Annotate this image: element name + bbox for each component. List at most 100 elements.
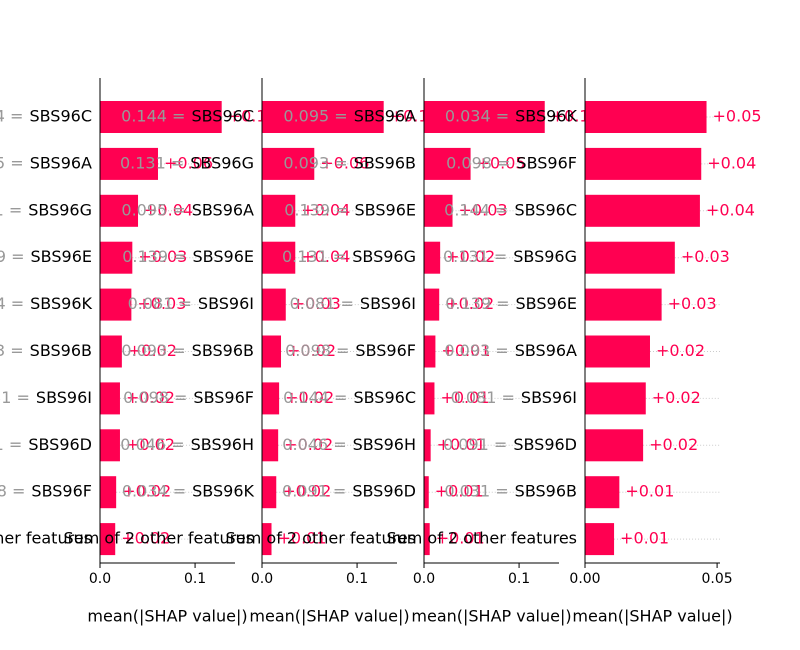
bar [262, 288, 286, 321]
y-tick-label: SBS96K [192, 482, 254, 501]
value-label: +0.02 [122, 482, 171, 501]
feature-value-label: 0.139 = [445, 294, 509, 313]
feature-value-label: 0.046 = [282, 435, 346, 454]
value-label: +0.01 [436, 529, 485, 548]
feature-value-label: 0.034 = [445, 107, 509, 126]
x-axis-label: mean(|SHAP value|) [411, 607, 571, 626]
feature-value-label: 0.095 = [283, 107, 347, 126]
feature-value-label: 0.081 = [290, 294, 354, 313]
bar [424, 335, 436, 368]
bar [262, 147, 315, 180]
value-label: +0.01 [620, 529, 669, 548]
y-tick-label: SBS96A [515, 341, 577, 360]
value-label: +0.02 [656, 341, 705, 360]
bar [100, 147, 158, 180]
y-tick-label: SBS96E [355, 200, 416, 219]
x-tick-label: 0.1 [346, 571, 368, 587]
x-tick-label: 0.0 [413, 571, 435, 587]
y-tick-label: SBS96F [193, 388, 254, 407]
bar [262, 382, 280, 415]
value-label: +0.02 [282, 482, 331, 501]
feature-value-label: 0.093 = [121, 341, 185, 360]
bar [100, 241, 133, 274]
value-label: +0.02 [126, 435, 175, 454]
bar [424, 147, 471, 180]
value-label: +0.01 [437, 435, 486, 454]
feature-value-label: 0.098 = [446, 153, 510, 172]
feature-value-label: 0.093 = [283, 153, 347, 172]
feature-value-label: 0.098 = [285, 341, 349, 360]
y-tick-label: SBS96D [513, 435, 577, 454]
y-tick-label: SBS96E [193, 247, 254, 266]
x-tick-label: 0.1 [184, 571, 206, 587]
feature-value-label: 0.139 = [284, 200, 348, 219]
value-label: +0.03 [137, 294, 186, 313]
x-axis-label: mean(|SHAP value|) [87, 607, 247, 626]
feature-value-label: 0.098 = [0, 482, 25, 501]
bar [262, 194, 296, 227]
y-tick-label: SBS96C [514, 200, 577, 219]
y-tick-label: SBS96G [190, 153, 254, 172]
feature-value-label: 0.091 = [443, 435, 507, 454]
y-tick-label: SBS96B [30, 341, 92, 360]
x-tick-label: 0.05 [702, 571, 733, 587]
bar [424, 382, 435, 415]
bar [262, 523, 272, 556]
feature-value-label: 0.139 = [0, 247, 25, 266]
value-label: +0.01 [440, 388, 489, 407]
bar [262, 335, 282, 368]
bar [585, 476, 620, 509]
y-tick-label: SBS96H [353, 435, 416, 454]
y-tick-label: SBS96K [30, 294, 92, 313]
feature-value-label: 0.095 = [0, 153, 24, 172]
y-tick-label: SBS96D [28, 435, 92, 454]
y-tick-label: SBS96C [191, 107, 254, 126]
bar [424, 429, 431, 462]
feature-value-label: 0.131 = [0, 200, 22, 219]
feature-value-label: 0.144 = [283, 388, 347, 407]
value-label: +0.02 [445, 294, 494, 313]
bar [585, 382, 646, 415]
bar [585, 523, 615, 556]
value-label: +0.06 [320, 153, 369, 172]
feature-value-label: 0.031 = [444, 482, 508, 501]
feature-value-label: 0.131 = [443, 247, 507, 266]
x-tick-label: 0.0 [89, 571, 111, 587]
feature-value-label: 0.034 = [0, 294, 24, 313]
value-label: +0.02 [285, 388, 334, 407]
feature-value-label: 0.093 = [444, 341, 508, 360]
y-tick-label: SBS96C [29, 107, 92, 126]
value-label: +0.02 [652, 388, 701, 407]
bar [585, 101, 707, 133]
bar [585, 194, 700, 227]
feature-value-label: 0.091 = [0, 435, 22, 454]
y-tick-label: SBS96G [513, 247, 577, 266]
value-label: +0.02 [121, 529, 170, 548]
bar [100, 523, 116, 556]
y-tick-label: SBS96I [360, 294, 416, 313]
y-tick-label: SBS96G [28, 200, 92, 219]
feature-value-label: 0.093 = [0, 341, 24, 360]
feature-value-label: 0.144 = [444, 200, 508, 219]
y-tick-label: SBS96H [191, 435, 254, 454]
x-axis-label: mean(|SHAP value|) [249, 607, 409, 626]
value-label: +0.03 [681, 247, 730, 266]
bar [100, 476, 117, 509]
feature-value-label: 0.095 = [121, 200, 185, 219]
value-label: +0.02 [287, 341, 336, 360]
y-tick-label: SBS96A [192, 200, 254, 219]
feature-value-label: 0.144 = [0, 107, 23, 126]
y-tick-label: SBS96A [354, 107, 416, 126]
feature-value-label: 0.098 = [123, 388, 187, 407]
bar [262, 476, 277, 509]
bar [100, 101, 222, 133]
value-label: +0.02 [128, 341, 177, 360]
bar [262, 101, 384, 133]
feature-value-label: 0.034 = [122, 482, 186, 501]
value-label: +0.04 [301, 247, 350, 266]
bar [585, 241, 675, 274]
y-tick-label: SBS96B [192, 341, 254, 360]
y-tick-label: SBS96E [516, 294, 577, 313]
